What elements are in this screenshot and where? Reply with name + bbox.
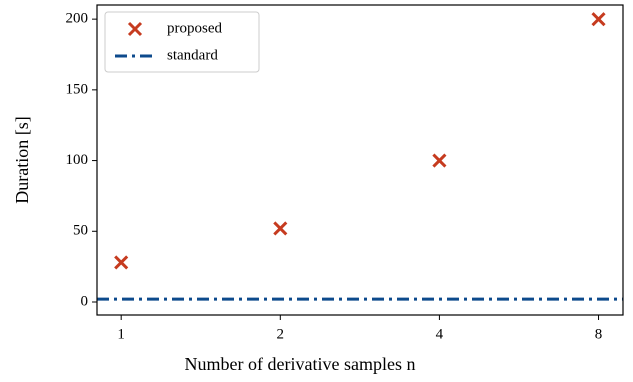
y-tick-label: 0 (81, 293, 89, 309)
x-axis-label: Number of derivative samples n (185, 354, 416, 374)
legend-label: proposed (167, 20, 222, 36)
marker (114, 255, 129, 270)
x-tick-label: 2 (277, 326, 285, 342)
y-tick-label: 150 (66, 81, 89, 97)
x-tick-label: 4 (436, 326, 444, 342)
y-tick-label: 100 (66, 152, 89, 168)
marker (432, 153, 447, 168)
y-tick-label: 50 (73, 223, 88, 239)
y-axis-label: Duration [s] (12, 116, 32, 203)
x-tick-label: 1 (117, 326, 125, 342)
legend-swatch (127, 21, 143, 37)
x-tick-label: 8 (595, 326, 603, 342)
y-tick-label: 200 (66, 11, 89, 27)
plot-frame (96, 4, 624, 316)
legend-label: standard (167, 47, 218, 63)
marker (591, 12, 606, 27)
marker (273, 221, 288, 236)
